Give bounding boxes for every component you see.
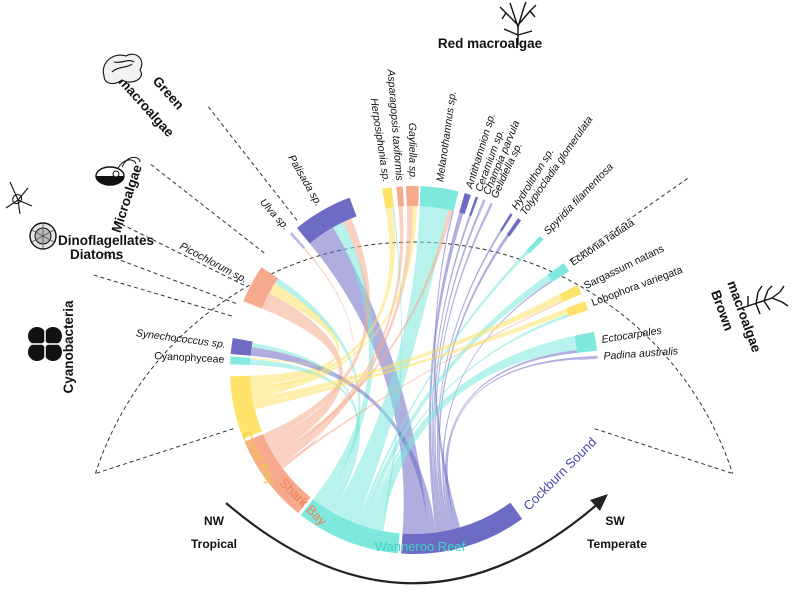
taxon-arc [475,199,486,219]
group-label-dinoflagellates: Dinoflagellates [58,233,154,248]
direction-nw: NW [204,514,225,528]
group-divider-line [113,220,245,286]
red-seaweed-icon [499,1,537,45]
ribbon [436,230,502,532]
diatom-icon [29,222,57,250]
taxon-arc [459,193,471,215]
direction-arrow [225,501,601,585]
taxon-arc [577,355,598,360]
taxon-arc [482,202,493,222]
taxon-arc [289,232,306,249]
direction-tropical: Tropical [191,537,237,551]
taxon-arc [230,356,251,365]
ribbon [282,247,355,469]
direction-temperate: Temperate [587,537,647,551]
ribbon [434,210,461,529]
taxon-label: Padina australis [603,345,679,362]
arrowhead-icon [590,494,608,511]
site-arc-cockburn [401,502,523,554]
taxon-arc [469,196,479,217]
green-seaweed-icon [102,53,143,85]
brown-seaweed-icon [741,285,789,315]
group-label-cyanobacteria: Cyanobacteria [61,300,76,394]
ribbon [277,206,413,466]
taxon-arc [547,263,570,282]
site-label-wanneroo-reef: Wanneroo Reef [375,539,466,554]
ribbon [444,350,578,530]
ribbon [309,227,429,535]
site-label-cockburn-sound: Cockburn Sound [520,434,599,513]
ribbon [263,218,370,442]
site-arc-wanneroo [300,499,400,554]
ribbon [438,234,510,531]
taxon-arc [559,285,582,302]
taxon-arc [382,187,395,209]
taxon-label: Melanothamnus sp. [434,90,459,182]
taxon-arc [566,301,588,317]
taxon-label: Picochlorum sp. [178,240,250,286]
arcs [230,186,598,554]
group-divider-line [594,428,733,474]
taxon-arc [405,186,419,207]
ribbon [333,206,449,524]
microalgae-icon [95,156,141,186]
direction-sw: SW [605,514,625,528]
ribbon [431,215,471,532]
taxon-arc [230,338,253,356]
ribbon [250,283,339,387]
site-arc-shark [244,434,311,513]
taxon-label: Synechococcus sp. [135,327,226,351]
site-arc-coral [230,375,262,439]
ribbon [252,294,563,405]
group-label-diatoms: Diatoms [70,247,123,262]
ribbon [261,293,343,455]
taxon-arc [574,331,597,353]
group-label-red: Red macroalgae [438,36,543,51]
taxon-arc [506,218,522,237]
ribbon [253,308,569,410]
taxon-label: Palisada sp. [285,153,324,209]
dinoflagellate-icon [5,181,33,215]
taxon-arc [419,186,459,211]
group-divider-line [569,177,689,262]
taxon-label: Gayliella sp. [406,123,418,180]
group-divider-line [92,274,232,317]
taxon-arc [243,267,279,309]
group-divider-line [207,105,298,221]
taxon-arc [526,235,544,254]
taxon-label: Cyanophyceae [154,350,225,366]
ribbon [434,220,485,532]
group-divider-line [100,252,237,304]
ribbons [250,206,578,535]
taxon-arc [396,186,404,207]
taxon-label: Ulva sp. [257,196,291,232]
taxon-arc [499,213,513,232]
cyanobacteria-icon [28,327,62,361]
ribbon [433,218,478,532]
group-divider-line [95,428,234,474]
ribbon [428,212,464,533]
taxon-arc [296,197,357,244]
group-divider-line [149,163,265,254]
